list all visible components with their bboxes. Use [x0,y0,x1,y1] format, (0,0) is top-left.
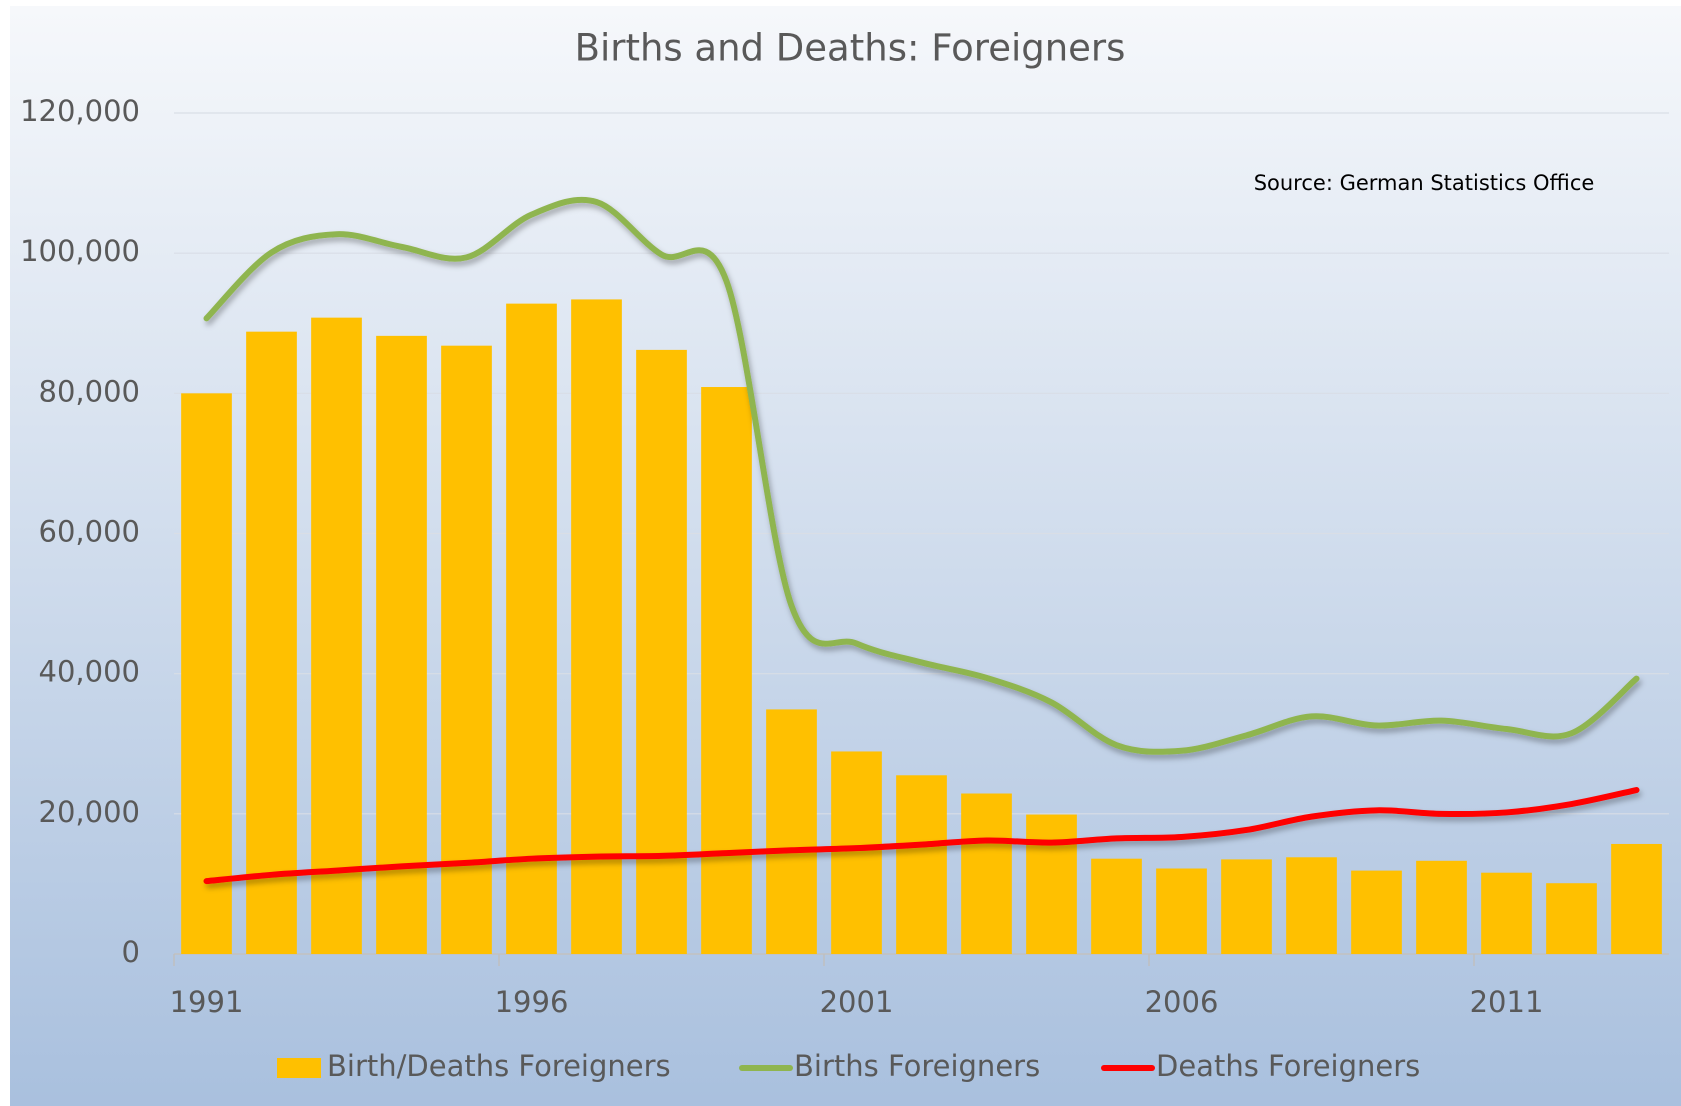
bar [831,751,882,954]
y-tick-label: 60,000 [39,515,140,549]
line [203,196,1640,755]
bar [1091,858,1142,954]
bar [1611,843,1662,954]
bar [1156,868,1207,954]
x-tick-label: 1991 [170,985,244,1019]
y-tick-label: 80,000 [39,374,140,408]
x-tick-label: 1996 [495,985,569,1019]
bar [1481,872,1532,954]
legend-swatch [277,1058,321,1078]
bar [1221,859,1272,954]
bar [246,331,297,954]
bar [636,349,687,954]
bar [1416,860,1467,954]
y-tick-label: 120,000 [20,94,140,128]
y-tick-label: 40,000 [39,655,140,689]
bar [441,345,492,955]
bar [376,335,427,954]
y-tick-label: 0 [122,935,140,969]
y-tick-label: 20,000 [39,795,140,829]
legend-label: Births Foreigners [794,1049,1040,1083]
chart-title: Births and Deaths: Foreigners [575,27,1126,70]
legend-label: Birth/Deaths Foreigners [327,1049,671,1083]
bar [506,303,557,954]
bar [1351,870,1402,954]
line [203,787,1640,885]
y-tick-label: 100,000 [20,234,140,268]
bar [766,709,817,954]
bar [701,387,752,954]
legend-label: Deaths Foreigners [1156,1049,1420,1083]
bar [1026,814,1077,954]
bar [961,793,1012,954]
x-tick-label: 2001 [820,985,894,1019]
x-tick-label: 2011 [1470,985,1544,1019]
bar [896,775,947,954]
bar [571,299,622,955]
annotation: Source: German Statistics Office [1254,171,1595,195]
bar [181,393,232,954]
bar [1286,857,1337,954]
x-tick-label: 2006 [1145,985,1219,1019]
bar [311,317,362,955]
bar [1546,883,1597,954]
